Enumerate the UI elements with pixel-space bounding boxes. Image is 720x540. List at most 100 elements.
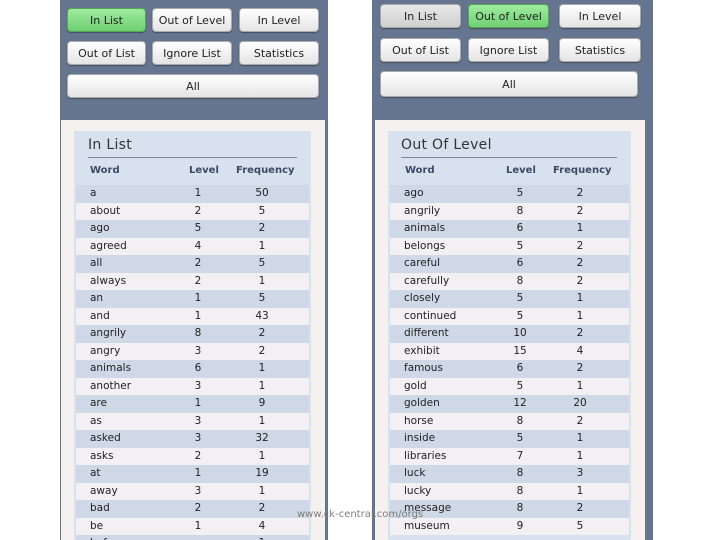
table-row[interactable]: horse 8 2 [390, 412, 629, 430]
level-cell: 3 [194, 344, 202, 357]
table-row[interactable]: lucky 8 1 [390, 482, 629, 500]
table-row[interactable]: away 3 1 [76, 482, 309, 500]
frequency-cell: 2 [258, 344, 266, 357]
in-list-button[interactable]: In List [380, 4, 461, 28]
table-row[interactable]: angrily 8 2 [390, 202, 629, 220]
table-row[interactable]: ago 5 2 [76, 220, 309, 238]
word-cell: carefully [404, 274, 450, 287]
table-row[interactable]: continued 5 1 [390, 307, 629, 325]
level-cell: 6 [516, 257, 524, 269]
frequency-cell: 1 [576, 432, 584, 444]
in-level-button[interactable]: In Level [559, 4, 641, 28]
level-cell: 6 [194, 362, 202, 374]
table-row[interactable]: ago 5 2 [390, 185, 629, 203]
title-divider [401, 157, 617, 158]
table-row[interactable]: another 3 1 [76, 377, 309, 395]
level-cell: 8 [516, 274, 524, 287]
frequency-cell: 1 [576, 222, 584, 234]
out-of-list-button[interactable]: Out of List [67, 41, 146, 65]
word-cell: ago [404, 187, 424, 199]
frequency-cell: 1 [258, 239, 266, 252]
out-of-list-button[interactable]: Out of List [380, 38, 461, 62]
word-cell: asked [90, 432, 121, 444]
list-card: In List Word Level Frequency a 1 50 about 2 5… [61, 120, 325, 540]
out-of-level-button[interactable]: Out of Level [152, 8, 232, 32]
table-row[interactable]: are 1 9 [76, 395, 309, 413]
level-cell: 8 [516, 484, 524, 497]
frequency-cell: 4 [576, 344, 584, 357]
in-list-button[interactable]: In List [67, 8, 146, 32]
table-row[interactable]: exhibit 15 4 [390, 342, 629, 360]
table-row[interactable]: angry 3 2 [76, 342, 309, 360]
frequency-cell: 43 [255, 309, 269, 322]
table-row[interactable]: inside 5 1 [390, 430, 629, 448]
table-row[interactable]: golden 12 20 [390, 395, 629, 413]
level-cell: 5 [516, 187, 524, 199]
word-cell: animals [90, 362, 132, 374]
word-cell: animals [404, 222, 446, 234]
all-button[interactable]: All [380, 71, 638, 97]
statistics-button[interactable]: Statistics [239, 41, 319, 65]
word-cell: angrily [90, 327, 127, 339]
col-header-frequency[interactable]: Frequency [236, 165, 295, 176]
frequency-cell: 2 [576, 239, 584, 252]
table-row[interactable]: museum 9 5 [390, 517, 629, 535]
frequency-cell: 50 [255, 187, 269, 199]
table-row[interactable]: an 1 5 [76, 290, 309, 308]
table-row[interactable]: message 8 2 [390, 500, 629, 518]
ignore-list-button[interactable]: Ignore List [152, 41, 232, 65]
table-row[interactable]: carefully 8 2 [390, 272, 629, 290]
in-level-button[interactable]: In Level [239, 8, 319, 32]
table-row[interactable]: always 2 1 [76, 272, 309, 290]
table-row[interactable]: bef 1 [76, 535, 309, 540]
ignore-list-button[interactable]: Ignore List [468, 38, 549, 62]
table-row[interactable]: luck 8 3 [390, 465, 629, 483]
table-row[interactable]: as 3 1 [76, 412, 309, 430]
table-row[interactable]: careful 6 2 [390, 255, 629, 273]
all-button[interactable]: All [67, 74, 319, 98]
table-row[interactable]: libraries 7 1 [390, 447, 629, 465]
table-row[interactable]: closely 5 1 [390, 290, 629, 308]
col-header-level[interactable]: Level [506, 165, 536, 176]
frequency-cell: 2 [576, 327, 584, 339]
right-panel: In List Out of Level In Level Out of Lis… [372, 0, 653, 540]
table-row[interactable]: animals 6 1 [76, 360, 309, 378]
table-row[interactable]: about 2 5 [76, 202, 309, 220]
list-table: In List Word Level Frequency a 1 50 about 2 5… [74, 131, 311, 540]
table-row[interactable]: and 1 43 [76, 307, 309, 325]
col-header-level[interactable]: Level [189, 165, 219, 176]
table-row[interactable]: all 2 5 [76, 255, 309, 273]
frequency-cell: 20 [573, 397, 587, 409]
col-header-frequency[interactable]: Frequency [553, 165, 612, 176]
word-cell: careful [404, 257, 441, 269]
table-row[interactable]: bad 2 2 [76, 500, 309, 518]
frequency-cell: 1 [258, 484, 266, 497]
table-row[interactable]: asks 2 1 [76, 447, 309, 465]
out-of-level-button[interactable]: Out of Level [468, 4, 549, 28]
table-row[interactable]: a 1 50 [76, 185, 309, 203]
table-row[interactable]: agreed 4 1 [76, 237, 309, 255]
statistics-button[interactable]: Statistics [559, 38, 641, 62]
level-cell: 1 [194, 397, 202, 409]
table-row[interactable]: be 1 4 [76, 517, 309, 535]
level-cell: 1 [194, 467, 202, 479]
table-row[interactable]: asked 3 32 [76, 430, 309, 448]
word-cell: inside [404, 432, 436, 444]
frequency-cell: 1 [576, 449, 584, 462]
table-row[interactable]: famous 6 2 [390, 360, 629, 378]
table-row[interactable]: animals 6 1 [390, 220, 629, 238]
level-cell: 2 [194, 257, 202, 269]
left-panel: In List Out of Level In Level Out of Lis… [60, 0, 328, 540]
frequency-cell: 1 [576, 379, 584, 392]
frequency-cell: 1 [244, 537, 280, 540]
col-header-word[interactable]: Word [405, 165, 435, 176]
table-row[interactable]: different 10 2 [390, 325, 629, 343]
table-row[interactable]: belongs 5 2 [390, 237, 629, 255]
table-row[interactable]: gold 5 1 [390, 377, 629, 395]
level-cell: 7 [516, 449, 524, 462]
word-cell: message [404, 502, 452, 514]
table-row[interactable]: at 1 19 [76, 465, 309, 483]
col-header-word[interactable]: Word [90, 165, 120, 176]
level-cell: 2 [194, 204, 202, 217]
table-row[interactable]: angrily 8 2 [76, 325, 309, 343]
